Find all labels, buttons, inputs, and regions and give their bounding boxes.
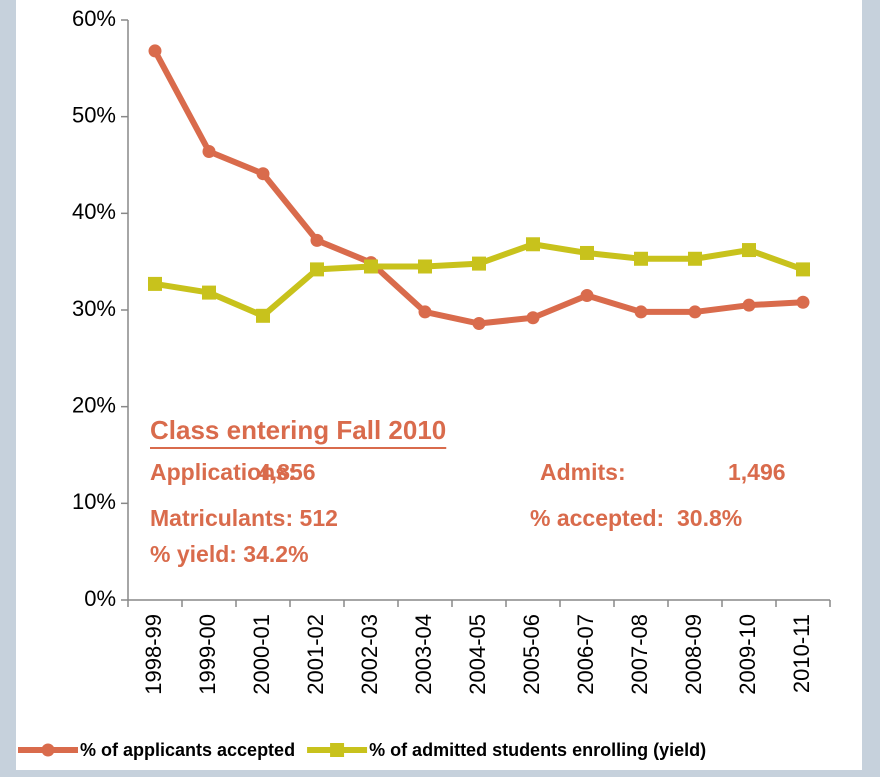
data-point bbox=[742, 298, 756, 312]
x-tick-label: 1998-99 bbox=[141, 614, 166, 695]
y-tick-label: 50% bbox=[72, 102, 116, 127]
annotation: 1,496 bbox=[728, 459, 786, 485]
data-point bbox=[418, 305, 432, 319]
data-point bbox=[418, 259, 432, 274]
y-tick-label: 60% bbox=[72, 6, 116, 31]
x-tick-label: 1999-00 bbox=[195, 614, 220, 695]
legend-marker bbox=[330, 743, 345, 757]
y-tick-label: 0% bbox=[84, 586, 116, 611]
data-point bbox=[742, 243, 756, 258]
data-point bbox=[310, 233, 324, 247]
data-point bbox=[310, 262, 324, 277]
data-point bbox=[796, 295, 810, 309]
x-tick-label: 2003-04 bbox=[411, 614, 436, 695]
data-point bbox=[526, 237, 540, 252]
y-tick-label: 40% bbox=[72, 199, 116, 224]
y-tick-label: 10% bbox=[72, 489, 116, 514]
annotation: Applications: bbox=[150, 459, 296, 485]
data-point bbox=[202, 144, 216, 158]
data-point bbox=[688, 251, 702, 266]
x-tick-label: 2009-10 bbox=[735, 614, 760, 695]
data-point bbox=[526, 311, 540, 325]
x-tick-label: 2000-01 bbox=[249, 614, 274, 695]
data-point bbox=[256, 167, 270, 181]
data-point bbox=[796, 262, 810, 277]
data-point bbox=[634, 251, 648, 266]
data-point bbox=[580, 289, 594, 302]
y-tick-label: 20% bbox=[72, 392, 116, 417]
data-point bbox=[472, 256, 486, 271]
annotation: Class entering Fall 2010 bbox=[150, 415, 446, 445]
data-point bbox=[202, 285, 216, 300]
annotation: Matriculants: 512 bbox=[150, 505, 338, 531]
x-tick-label: 2007-08 bbox=[627, 614, 652, 695]
legend-label: % of admitted students enrolling (yield) bbox=[369, 740, 706, 760]
legend-marker bbox=[41, 743, 55, 757]
data-point bbox=[148, 276, 162, 291]
data-point bbox=[148, 44, 162, 58]
annotation: % yield: 34.2% bbox=[150, 541, 309, 567]
data-point bbox=[688, 305, 702, 319]
legend-label: % of applicants accepted bbox=[80, 740, 295, 760]
y-tick-label: 30% bbox=[72, 296, 116, 321]
data-point bbox=[256, 308, 270, 323]
data-point bbox=[472, 317, 486, 331]
x-tick-label: 2005-06 bbox=[519, 614, 544, 695]
chart-panel bbox=[16, 0, 862, 770]
x-tick-label: 2010-11 bbox=[789, 614, 814, 693]
x-tick-label: 2004-05 bbox=[465, 614, 490, 695]
x-tick-label: 2002-03 bbox=[357, 614, 382, 695]
data-point bbox=[580, 245, 594, 260]
data-point bbox=[634, 305, 648, 319]
x-tick-label: 2008-09 bbox=[681, 614, 706, 695]
annotation: % accepted: 30.8% bbox=[530, 505, 742, 531]
annotation: Admits: bbox=[540, 459, 626, 485]
data-point bbox=[364, 259, 378, 274]
annotation: 4,856 bbox=[258, 459, 316, 485]
x-tick-label: 2001-02 bbox=[303, 614, 328, 695]
x-tick-label: 2006-07 bbox=[573, 614, 598, 695]
